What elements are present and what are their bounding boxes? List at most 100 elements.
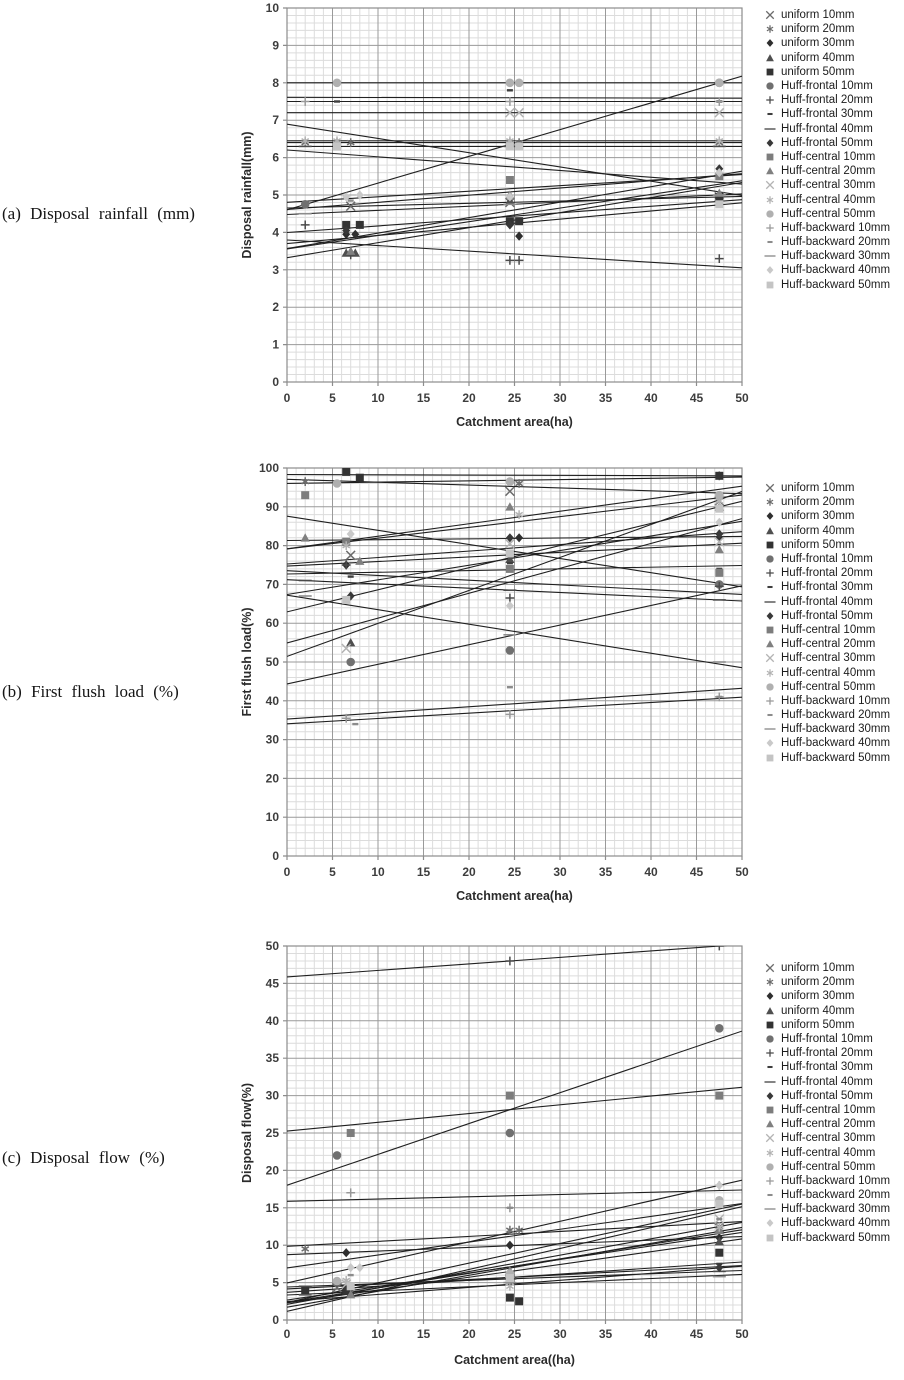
x-marker-icon [504, 486, 515, 497]
x-tick-label: 0 [284, 865, 291, 879]
circle-marker-icon [505, 646, 515, 655]
square-marker-icon [766, 626, 774, 634]
diamond-marker-icon [505, 601, 514, 611]
chart-legend-b: uniform 10mm uniform 20mm uniform 30mm u… [763, 481, 903, 765]
legend-marker [763, 695, 779, 707]
diamond-marker-icon [766, 739, 774, 748]
triangle-marker-icon [766, 640, 774, 648]
legend-label: Huff-frontal 50mm [781, 609, 873, 622]
circle-marker-icon [766, 210, 774, 218]
legend-label: Huff-backward 40mm [781, 264, 891, 277]
legend-label: Huff-backward 50mm [781, 751, 891, 764]
circle-marker-icon [514, 78, 524, 88]
x-tick-label: 45 [690, 1327, 704, 1341]
y-tick-label: 20 [266, 1163, 280, 1177]
legend-item: Huff-frontal 40mm [763, 595, 903, 609]
trend-line [287, 1179, 742, 1284]
asterisk-marker-icon [515, 510, 524, 519]
circle-marker-icon [766, 555, 774, 563]
legend-item: uniform 10mm [763, 481, 903, 495]
legend-marker [763, 1161, 779, 1173]
x-tick-label: 10 [371, 1327, 385, 1341]
x-marker-icon [514, 107, 525, 118]
legend-label: Huff-backward 50mm [781, 278, 891, 291]
circle-marker-icon [766, 1035, 774, 1043]
legend-item: Huff-backward 50mm [763, 1231, 903, 1245]
triangle-marker-icon [346, 246, 356, 255]
legend-item: Huff-central 40mm [763, 1145, 903, 1159]
legend-item: Huff-central 30mm [763, 178, 903, 192]
x-tick-label: 50 [735, 1327, 749, 1341]
legend-marker [763, 1132, 779, 1144]
legend-label: Huff-central 20mm [781, 1118, 876, 1131]
x-tick-label: 20 [462, 865, 476, 879]
x-tick-label: 25 [508, 1327, 522, 1341]
legend-marker [763, 976, 779, 988]
legend-label: uniform 30mm [781, 510, 855, 523]
x-tick-label: 10 [371, 865, 385, 879]
legend-item: Huff-frontal 10mm [763, 79, 903, 93]
x-tick-label: 15 [417, 1327, 431, 1341]
axis-ticks [283, 7, 743, 386]
diamond-marker-icon [505, 220, 514, 230]
trend-line [287, 570, 742, 595]
x-tick-label: 45 [690, 865, 704, 879]
x-marker-icon [345, 201, 356, 212]
square-marker-icon [505, 564, 514, 573]
x-marker-icon [714, 107, 725, 118]
legend-label: Huff-frontal 30mm [781, 1061, 873, 1074]
triangle-marker-icon [766, 167, 774, 175]
legend-item: Huff-backward 30mm [763, 1202, 903, 1216]
legend-marker [763, 1232, 779, 1244]
legend-marker [763, 1005, 779, 1017]
legend-label: uniform 20mm [781, 976, 855, 989]
y-tick-label: 0 [272, 1313, 279, 1327]
legend-label: Huff-central 30mm [781, 179, 876, 192]
legend-label: uniform 20mm [781, 496, 855, 509]
data-points [298, 946, 726, 1306]
legend-marker [763, 1061, 779, 1073]
legend-marker [763, 179, 779, 191]
y-axis-label: First flush load(%) [240, 607, 254, 716]
legend-item: uniform 40mm [763, 1004, 903, 1018]
x-tick-label: 50 [735, 865, 749, 879]
legend-item: Huff-frontal 20mm [763, 566, 903, 580]
legend-label: uniform 10mm [781, 9, 855, 22]
y-tick-label: 8 [272, 76, 279, 90]
legend-marker [763, 165, 779, 177]
legend-label: Huff-central 30mm [781, 1132, 876, 1145]
legend-item: Huff-central 10mm [763, 1103, 903, 1117]
legend-marker [763, 510, 779, 522]
y-tick-label: 7 [272, 113, 279, 127]
x-axis-label: Catchment area(ha) [456, 415, 573, 429]
legend-item: Huff-central 30mm [763, 1131, 903, 1145]
trend-line [287, 594, 742, 669]
square-marker-icon [766, 541, 774, 549]
x-marker-icon [765, 654, 775, 663]
plus-marker-icon [714, 581, 724, 591]
legend-marker [763, 596, 779, 608]
legend-marker [763, 236, 779, 248]
legend-item: uniform 50mm [763, 65, 903, 79]
y-tick-label: 90 [266, 500, 280, 514]
legend-marker [763, 1203, 779, 1215]
square-marker-icon [505, 1091, 514, 1100]
legend-label: Huff-frontal 40mm [781, 122, 873, 135]
trend-line [287, 195, 742, 209]
circle-marker-icon [505, 1128, 515, 1138]
asterisk-marker-icon [301, 136, 310, 146]
plus-marker-icon [341, 713, 351, 723]
plus-marker-icon [514, 256, 524, 265]
circle-marker-icon [715, 490, 724, 500]
trend-line [287, 1203, 742, 1304]
plus-marker-icon [505, 97, 515, 106]
legend-item: uniform 30mm [763, 36, 903, 50]
square-marker-icon [715, 568, 724, 577]
chart-legend-c: uniform 10mm uniform 20mm uniform 30mm u… [763, 961, 903, 1245]
legend-label: Huff-frontal 10mm [781, 1033, 873, 1046]
plus-marker-icon [766, 569, 774, 577]
legend-item: Huff-backward 10mm [763, 1174, 903, 1188]
legend-marker [763, 222, 779, 234]
square-marker-icon [355, 220, 364, 229]
trend-line [287, 1221, 742, 1247]
